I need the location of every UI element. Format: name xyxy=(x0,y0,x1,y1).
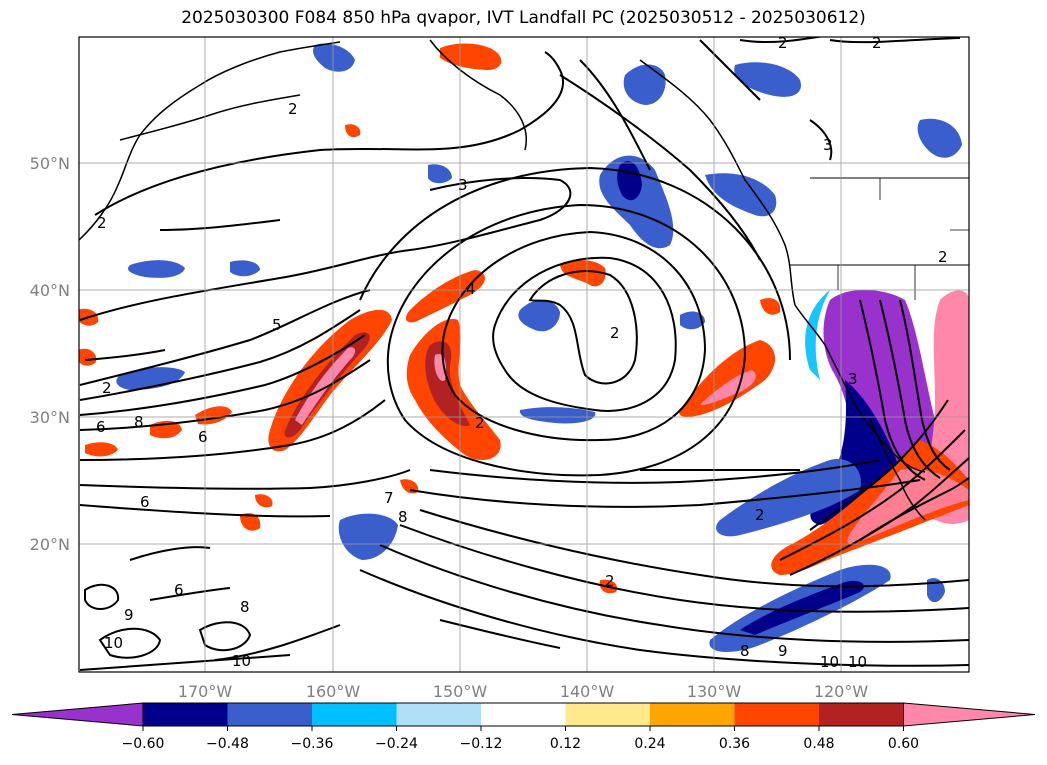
lon-label: 160°W xyxy=(306,682,361,701)
contour-labels: 2 3 4 5 2 2 6 8 6 6 2 7 8 3 2 2 2 2 2 3 … xyxy=(96,34,948,671)
map-layers: 2 3 4 5 2 2 6 8 6 6 2 7 8 3 2 2 2 2 2 3 … xyxy=(79,34,969,672)
colorbar-tick-label: −0.36 xyxy=(291,736,334,752)
contour-label: 10 xyxy=(848,653,867,671)
colorbar-segment xyxy=(396,703,481,726)
colorbar-segment xyxy=(143,703,228,726)
contour-label: 8 xyxy=(240,598,250,616)
colorbar-tick-labels: −0.60 −0.48 −0.36 −0.24 −0.12 0.12 0.24 0.36 0.4… xyxy=(122,726,919,752)
contour-label: 6 xyxy=(174,581,184,599)
colorbar-tick-label: 0.48 xyxy=(803,736,834,752)
gridlines xyxy=(79,37,969,672)
contour-label: 2 xyxy=(605,572,615,590)
contour-label: 3 xyxy=(848,370,858,388)
contour-label: 8 xyxy=(134,413,144,431)
contour-label: 2 xyxy=(475,414,485,432)
colorbar-segment xyxy=(481,703,566,726)
lon-label: 140°W xyxy=(560,682,615,701)
colorbar xyxy=(11,702,1036,727)
lon-label: 130°W xyxy=(687,682,742,701)
contour-label: 5 xyxy=(272,316,282,334)
contour-label: 6 xyxy=(198,428,208,446)
contour-label: 3 xyxy=(823,136,833,154)
latitude-labels: 50°N 40°N 30°N 20°N xyxy=(30,154,70,554)
contour-label: 7 xyxy=(384,489,394,507)
longitude-labels: 170°W 160°W 150°W 140°W 130°W 120°W xyxy=(178,682,869,701)
contour-label: 6 xyxy=(140,493,150,511)
contour-label: 2 xyxy=(102,379,112,397)
contour-label: 2 xyxy=(872,34,882,52)
lat-label: 50°N xyxy=(30,154,70,173)
colorbar-segment xyxy=(650,703,735,726)
lon-label: 120°W xyxy=(814,682,869,701)
contour-label: 10 xyxy=(104,634,123,652)
colorbar-tick-label: 0.12 xyxy=(550,736,581,752)
contour-label: 2 xyxy=(288,100,298,118)
ivt-contours xyxy=(79,37,969,671)
contour-label: 10 xyxy=(820,653,839,671)
colorbar-extend-left xyxy=(11,702,144,727)
colorbar-tick-label: −0.12 xyxy=(460,736,503,752)
contour-label: 2 xyxy=(97,214,107,232)
lon-label: 170°W xyxy=(178,682,233,701)
colorbar-tick-label: −0.24 xyxy=(375,736,418,752)
contour-label: 6 xyxy=(96,418,106,436)
colorbar-segment xyxy=(227,703,312,726)
contour-label: 2 xyxy=(610,324,620,342)
colorbar-tick-label: −0.48 xyxy=(206,736,249,752)
colorbar-tick-label: 0.36 xyxy=(719,736,750,752)
colorbar-extend-right xyxy=(903,702,1036,727)
contour-label: 8 xyxy=(740,642,750,660)
fill-red-midpacific-east xyxy=(679,340,776,417)
lat-label: 20°N xyxy=(30,535,70,554)
lat-label: 40°N xyxy=(30,281,70,300)
fill-blue-subtropical-band xyxy=(716,459,861,537)
coastlines xyxy=(79,39,969,521)
contour-label: 10 xyxy=(232,652,251,670)
colorbar-tick-label: 0.24 xyxy=(634,736,665,752)
contour-label: 2 xyxy=(938,248,948,266)
lon-label: 150°W xyxy=(433,682,488,701)
colorbar-segment xyxy=(312,703,397,726)
plot-frame xyxy=(78,36,970,673)
colorbar-segment xyxy=(565,703,650,726)
contour-label: 2 xyxy=(755,506,765,524)
colorbar-frame xyxy=(142,702,904,727)
colorbar-tick-label: 0.60 xyxy=(888,736,919,752)
contour-label: 4 xyxy=(466,280,476,298)
contour-label: 8 xyxy=(398,508,408,526)
contour-label: 2 xyxy=(778,34,788,52)
colorbar-tick-label: −0.60 xyxy=(122,736,165,752)
map-title: 2025030300 F084 850 hPa qvapor, IVT Land… xyxy=(181,8,866,28)
colorbar-segment xyxy=(819,703,904,726)
contour-label: 9 xyxy=(124,606,134,624)
contour-label: 3 xyxy=(458,176,468,194)
colorbar-segment xyxy=(734,703,819,726)
contour-label: 9 xyxy=(778,642,788,660)
lat-label: 30°N xyxy=(30,408,70,427)
